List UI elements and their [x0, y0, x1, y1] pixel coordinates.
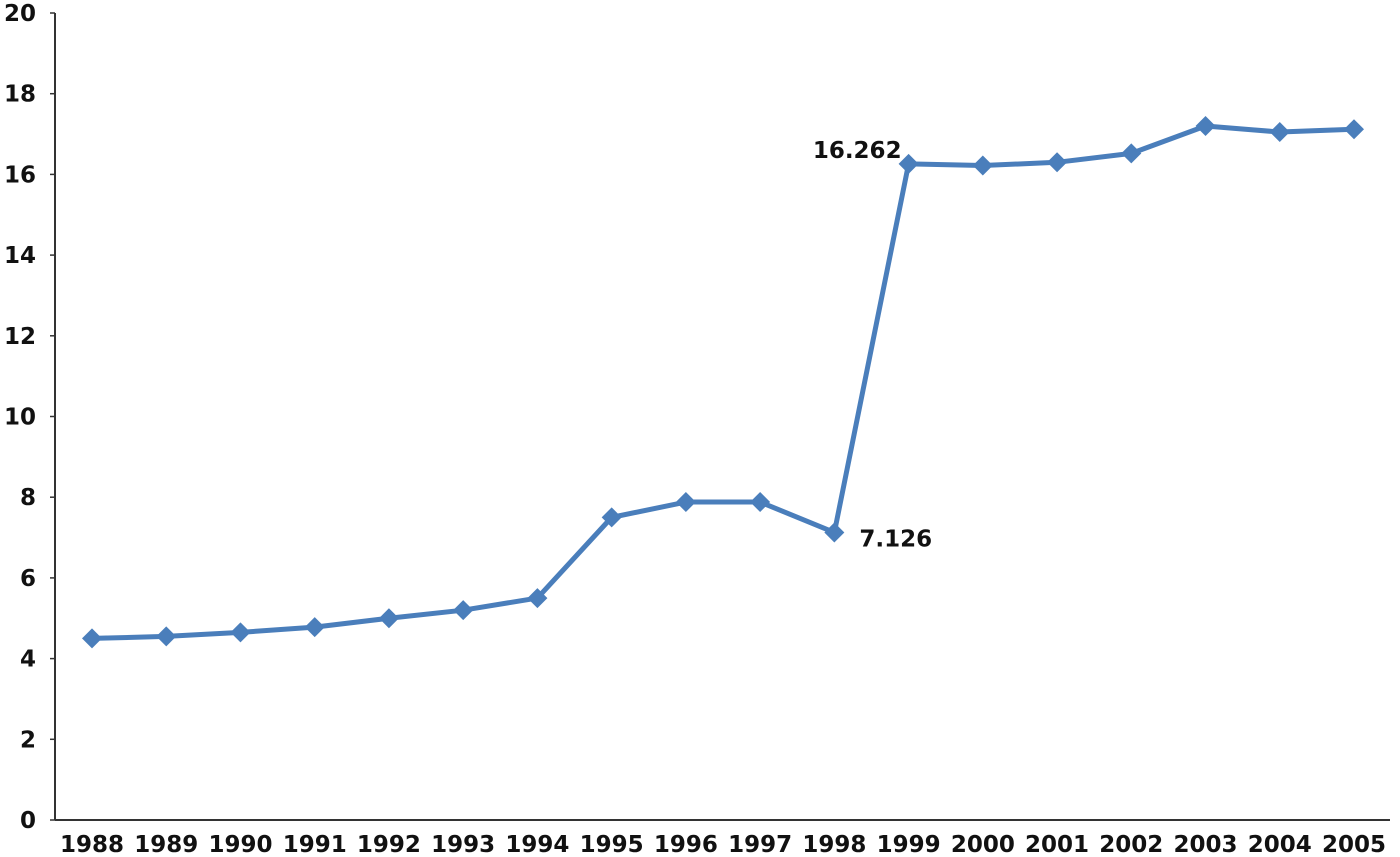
data-point-marker: [1047, 152, 1068, 173]
y-tick-label: 0: [20, 808, 36, 834]
data-point-marker: [1344, 119, 1364, 140]
y-tick-label: 14: [4, 243, 36, 269]
x-tick-label: 1992: [357, 832, 421, 857]
data-point-marker: [601, 507, 622, 528]
y-tick-label: 12: [4, 324, 36, 350]
y-tick-label: 6: [20, 566, 36, 592]
data-point-marker: [898, 153, 919, 174]
x-tick-label: 2003: [1174, 832, 1238, 857]
y-tick-label: 20: [4, 1, 36, 27]
data-point-marker: [156, 626, 177, 647]
x-tick-label: 1999: [877, 832, 941, 857]
data-point-marker: [230, 622, 251, 643]
data-labels: 16.262 7.126: [813, 138, 932, 553]
x-tick-label: 1996: [654, 832, 718, 857]
x-tick-label: 1994: [505, 832, 569, 857]
x-tick-label: 2001: [1025, 832, 1089, 857]
data-point-marker: [453, 600, 474, 621]
x-tick-label: 1995: [580, 832, 644, 857]
y-tick-label: 4: [20, 647, 36, 673]
data-point-marker: [675, 492, 696, 513]
data-point-marker: [1195, 115, 1216, 136]
x-tick-label: 1990: [208, 832, 272, 857]
y-tick-labels: 0 2 4 6 8 10 12 14 16 18 20: [4, 1, 55, 834]
data-point-marker: [378, 608, 399, 629]
data-point-marker: [304, 617, 325, 638]
x-tick-label: 1991: [283, 832, 347, 857]
data-label: 16.262: [813, 138, 902, 164]
x-tick-label: 1988: [60, 832, 124, 857]
series-line: [89, 123, 1357, 641]
y-tick-label: 10: [4, 405, 36, 431]
x-tick-label: 2000: [951, 832, 1015, 857]
y-tick-label: 16: [4, 162, 36, 188]
data-point-marker: [750, 492, 771, 513]
data-point-marker: [1121, 143, 1142, 164]
data-point-marker: [527, 588, 548, 609]
x-tick-label: 1998: [802, 832, 866, 857]
x-tick-labels: 1988 1989 1990 1991 1992 1993 1994 1995 1996 1997…: [60, 832, 1386, 857]
x-tick-label: 1993: [431, 832, 495, 857]
x-tick-label: 1989: [134, 832, 198, 857]
x-tick-label: 2002: [1099, 832, 1163, 857]
x-tick-label: 2005: [1322, 832, 1386, 857]
series: [82, 115, 1364, 649]
data-point-marker: [1269, 122, 1290, 143]
data-point-marker: [824, 522, 845, 543]
y-tick-label: 18: [4, 82, 36, 108]
data-label: 7.126: [859, 526, 932, 552]
y-tick-label: 8: [20, 485, 36, 511]
data-point-marker: [82, 628, 102, 649]
x-tick-label: 1997: [728, 832, 792, 857]
data-point-marker: [972, 155, 993, 176]
x-tick-label: 2004: [1248, 832, 1312, 857]
y-tick-label: 2: [20, 727, 36, 753]
